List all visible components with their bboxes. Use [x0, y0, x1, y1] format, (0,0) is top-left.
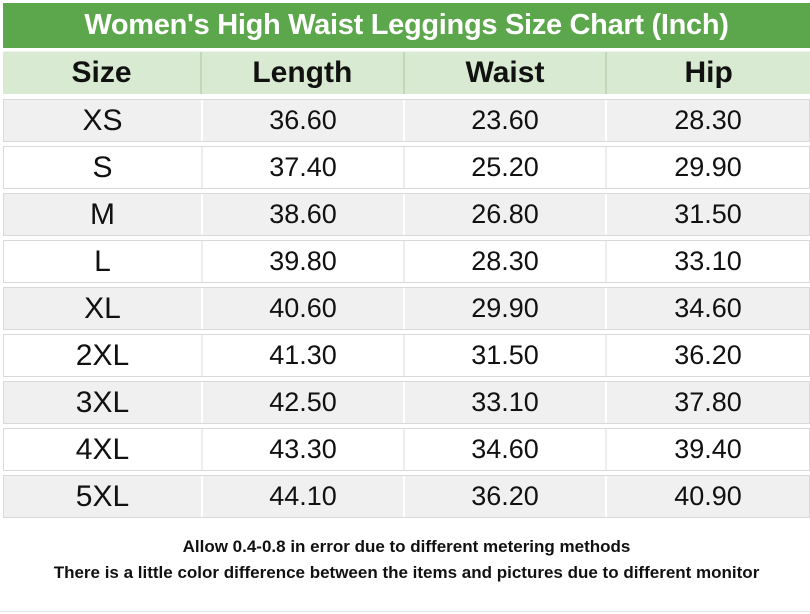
- hip-cell: 39.40: [674, 434, 742, 464]
- size-cell: XL: [4, 288, 203, 329]
- size-cell: L: [4, 241, 203, 282]
- note-metering: Allow 0.4-0.8 in error due to different …: [182, 537, 631, 556]
- hip-cell: 31.50: [674, 199, 742, 229]
- table-row: M 38.60 26.80 31.50: [3, 193, 810, 236]
- length-cell: 37.40: [203, 147, 405, 188]
- column-header-size: Size: [3, 52, 202, 94]
- hip-cell: 33.10: [674, 246, 742, 276]
- size-cell: XS: [4, 100, 203, 141]
- column-header-waist: Waist: [405, 52, 608, 94]
- bottom-divider: [0, 611, 810, 612]
- size-cell: 4XL: [4, 429, 203, 470]
- length-cell: 44.10: [203, 476, 405, 517]
- waist-cell: 31.50: [405, 335, 607, 376]
- table-row: 4XL 43.30 34.60 39.40: [3, 428, 810, 471]
- waist-cell: 29.90: [405, 288, 607, 329]
- waist-cell: 34.60: [405, 429, 607, 470]
- hip-cell: 29.90: [674, 152, 742, 182]
- hip-cell: 37.80: [674, 387, 742, 417]
- table-row: XS 36.60 23.60 28.30: [3, 99, 810, 142]
- footer-notes: Allow 0.4-0.8 in error due to different …: [3, 534, 810, 586]
- size-cell: 2XL: [4, 335, 203, 376]
- length-cell: 41.30: [203, 335, 405, 376]
- size-cell: M: [4, 194, 203, 235]
- waist-cell: 26.80: [405, 194, 607, 235]
- size-cell: 5XL: [4, 476, 203, 517]
- length-cell: 39.80: [203, 241, 405, 282]
- column-header-hip: Hip: [684, 56, 733, 89]
- table-header: Size Length Waist Hip: [3, 51, 810, 94]
- waist-cell: 23.60: [405, 100, 607, 141]
- table-row: 2XL 41.30 31.50 36.20: [3, 334, 810, 377]
- column-header-length: Length: [202, 52, 405, 94]
- hip-cell: 34.60: [674, 293, 742, 323]
- waist-cell: 33.10: [405, 382, 607, 423]
- table-row: 3XL 42.50 33.10 37.80: [3, 381, 810, 424]
- length-cell: 38.60: [203, 194, 405, 235]
- length-cell: 42.50: [203, 382, 405, 423]
- table-row: S 37.40 25.20 29.90: [3, 146, 810, 189]
- waist-cell: 36.20: [405, 476, 607, 517]
- waist-cell: 25.20: [405, 147, 607, 188]
- waist-cell: 28.30: [405, 241, 607, 282]
- table-row: 5XL 44.10 36.20 40.90: [3, 475, 810, 518]
- hip-cell: 28.30: [674, 105, 742, 135]
- table-row: XL 40.60 29.90 34.60: [3, 287, 810, 330]
- size-cell: S: [4, 147, 203, 188]
- length-cell: 40.60: [203, 288, 405, 329]
- size-cell: 3XL: [4, 382, 203, 423]
- length-cell: 36.60: [203, 100, 405, 141]
- page-title: Women's High Waist Leggings Size Chart (…: [3, 3, 810, 48]
- table-row: L 39.80 28.30 33.10: [3, 240, 810, 283]
- length-cell: 43.30: [203, 429, 405, 470]
- hip-cell: 40.90: [674, 481, 742, 511]
- note-color-difference: There is a little color difference betwe…: [53, 563, 760, 582]
- hip-cell: 36.20: [674, 340, 742, 370]
